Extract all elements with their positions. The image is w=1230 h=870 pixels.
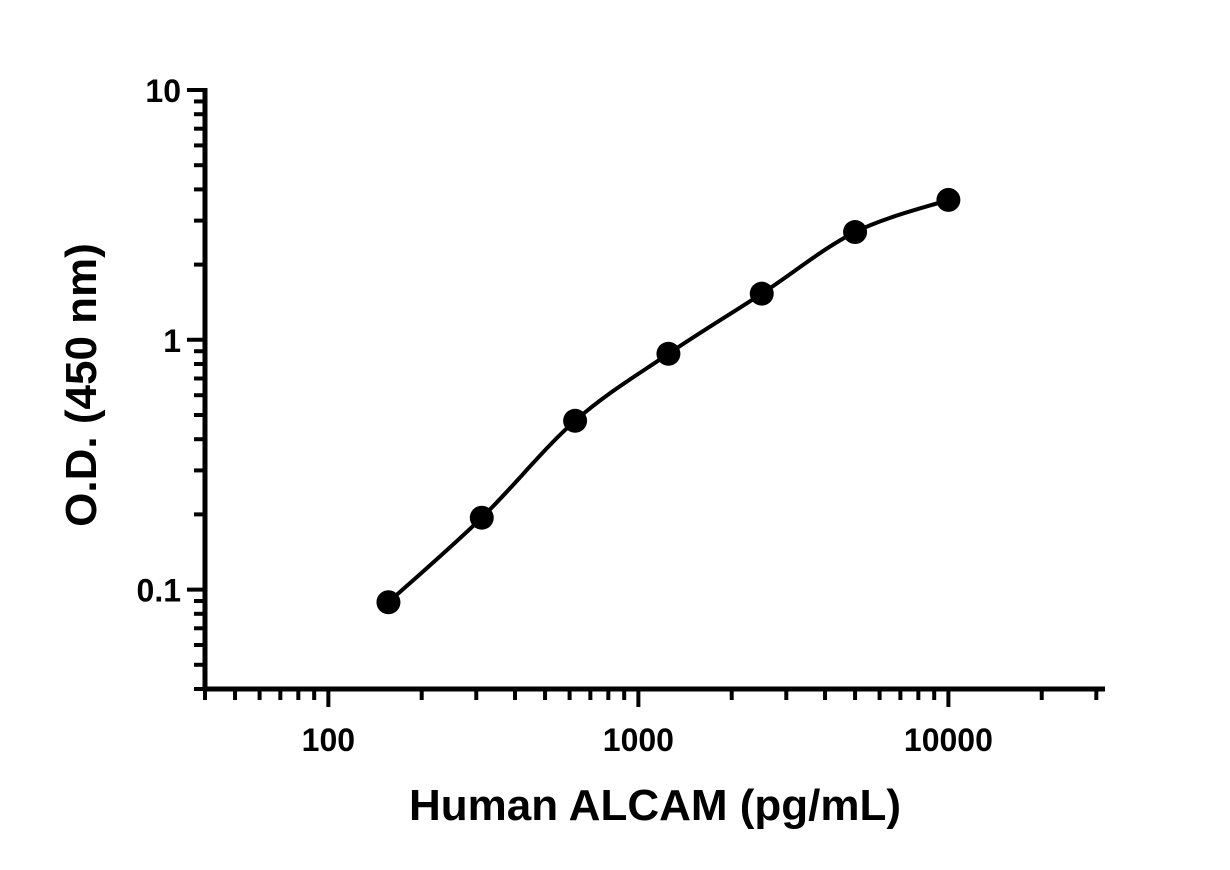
fit-curve [387, 198, 950, 604]
x-tick-label: 1000 [603, 722, 674, 758]
x-tick-label: 100 [302, 722, 355, 758]
data-points [376, 187, 961, 615]
y-axis-label: O.D. (450 nm) [57, 243, 106, 527]
data-point [936, 187, 961, 212]
y-tick-label: 0.1 [137, 573, 181, 609]
y-tick-label: 1 [163, 323, 181, 359]
axes [202, 88, 1105, 692]
data-point [469, 505, 494, 530]
x-tick-label: 10000 [904, 722, 993, 758]
y-tick-label: 10 [145, 73, 181, 109]
x-axis-label: Human ALCAM (pg/mL) [409, 781, 901, 830]
data-point [376, 590, 401, 615]
data-point [749, 281, 774, 306]
data-point [656, 341, 681, 366]
ticks: 100 1000 10000 0.1 1 10 [137, 73, 1099, 758]
data-point [843, 220, 868, 245]
data-point [563, 408, 588, 433]
